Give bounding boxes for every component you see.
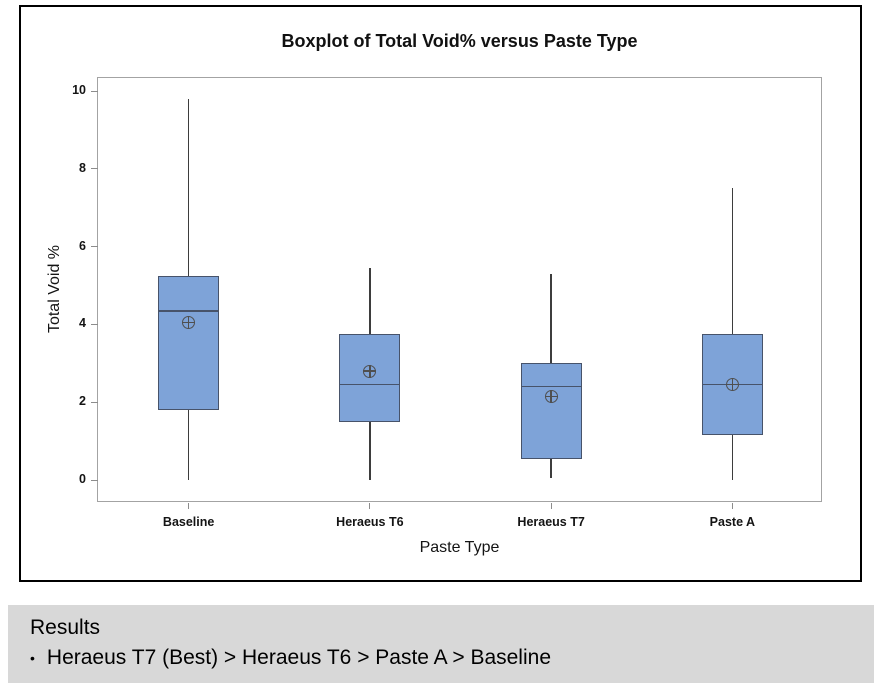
x-axis-title: Paste Type xyxy=(419,539,500,556)
category-label: Heraeus T6 xyxy=(336,515,404,529)
y-tick-mark xyxy=(91,90,98,92)
upper-whisker xyxy=(731,188,734,335)
y-tick-label: 6 xyxy=(79,238,86,253)
iqr-box xyxy=(158,275,220,410)
y-tick-mark xyxy=(91,323,98,325)
median-line xyxy=(158,310,220,312)
median-line xyxy=(520,385,582,388)
bullet-icon: • xyxy=(30,650,35,666)
results-heading: Results xyxy=(30,616,101,639)
category-label: Baseline xyxy=(162,515,215,529)
median-line xyxy=(339,383,401,386)
y-tick-mark xyxy=(91,168,98,170)
y-tick-label: 8 xyxy=(79,160,86,175)
upper-whisker xyxy=(369,267,371,335)
y-tick-mark xyxy=(91,401,98,403)
y-tick-label: 10 xyxy=(72,83,86,97)
mean-marker-icon xyxy=(363,364,377,378)
results-panel: Results • Heraeus T7 (Best) > Heraeus T6… xyxy=(8,605,874,683)
upper-whisker xyxy=(187,98,190,276)
results-item: • Heraeus T7 (Best) > Heraeus T6 > Paste… xyxy=(30,643,874,673)
y-tick-label: 4 xyxy=(79,316,86,331)
chart-title: Boxplot of Total Void% versus Paste Type xyxy=(281,31,638,51)
x-tick-mark xyxy=(550,503,552,509)
iqr-box xyxy=(339,334,401,422)
x-tick-mark xyxy=(731,503,733,509)
mean-marker-icon xyxy=(725,378,739,392)
iqr-box xyxy=(520,363,582,459)
y-tick-label: 0 xyxy=(79,472,86,486)
category-label: Heraeus T7 xyxy=(517,515,585,529)
results-item-text: Heraeus T7 (Best) > Heraeus T6 > Paste A… xyxy=(46,646,551,669)
category-label: Paste A xyxy=(709,515,756,529)
lower-whisker xyxy=(550,458,552,479)
y-tick-mark xyxy=(91,479,98,481)
mean-marker-icon xyxy=(182,315,196,329)
chart-figure: Boxplot of Total Void% versus Paste Type… xyxy=(19,5,862,582)
y-tick-label: 2 xyxy=(79,394,86,409)
upper-whisker xyxy=(550,273,552,364)
plot-area: 0 2 4 6 8 10 Baseline Heraeus T6 Heraeus T7 Paste… xyxy=(72,77,822,529)
lower-whisker xyxy=(187,409,190,480)
lower-whisker xyxy=(731,435,734,480)
x-tick-mark xyxy=(369,503,371,509)
y-tick-mark xyxy=(91,246,98,248)
lower-whisker xyxy=(369,421,371,480)
x-tick-mark xyxy=(188,503,190,509)
mean-marker-icon xyxy=(544,389,558,403)
